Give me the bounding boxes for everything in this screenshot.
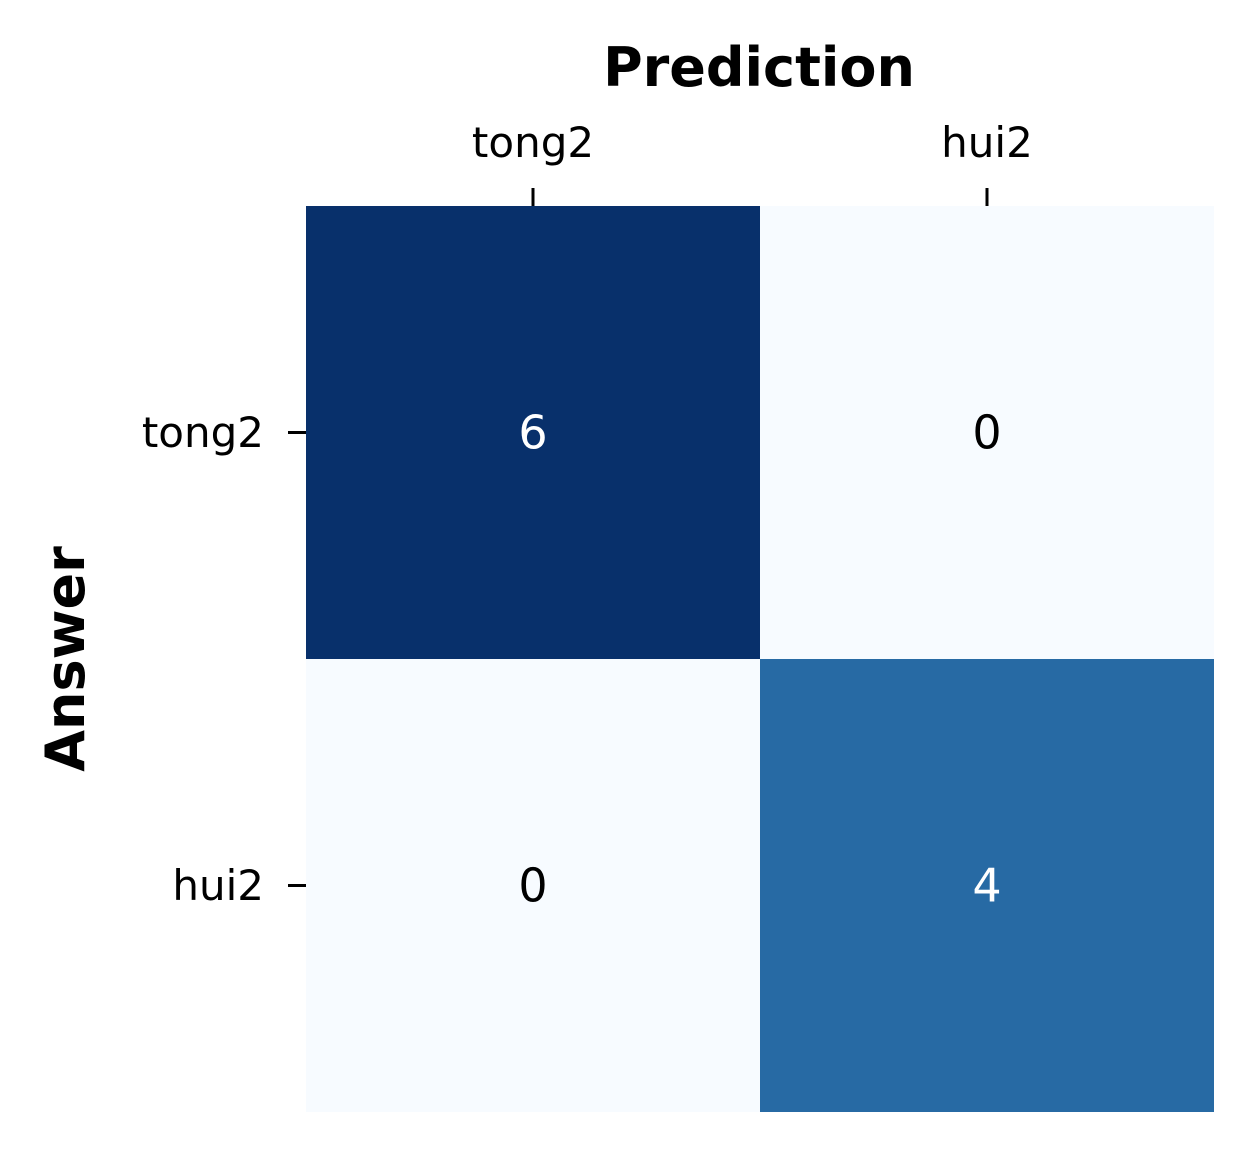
heatmap-cell-hui2-tong2 <box>306 659 760 1112</box>
y-tick-label: tong2 <box>142 408 264 457</box>
x-tick-label: hui2 <box>941 118 1033 167</box>
cell-value-label: 0 <box>518 859 547 913</box>
x-axis-ticks: tong2 hui2 <box>472 118 1033 206</box>
y-tick-label: hui2 <box>172 861 264 910</box>
heatmap-cell-hui2-hui2 <box>760 659 1214 1112</box>
y-axis-title: Answer <box>34 546 97 772</box>
cell-value-label: 6 <box>518 406 547 460</box>
cell-value-label: 4 <box>972 859 1001 913</box>
x-axis-title: Prediction <box>603 36 915 99</box>
y-axis-ticks: tong2 hui2 <box>142 408 306 910</box>
heatmap-cell-tong2-hui2 <box>760 206 1214 659</box>
x-tick-label: tong2 <box>472 118 594 167</box>
cell-value-label: 0 <box>972 406 1001 460</box>
cell-annotations: 6 0 0 4 <box>518 406 1001 913</box>
heatmap-cell-tong2-tong2 <box>306 206 760 659</box>
heatmap-cells <box>306 206 1214 1112</box>
